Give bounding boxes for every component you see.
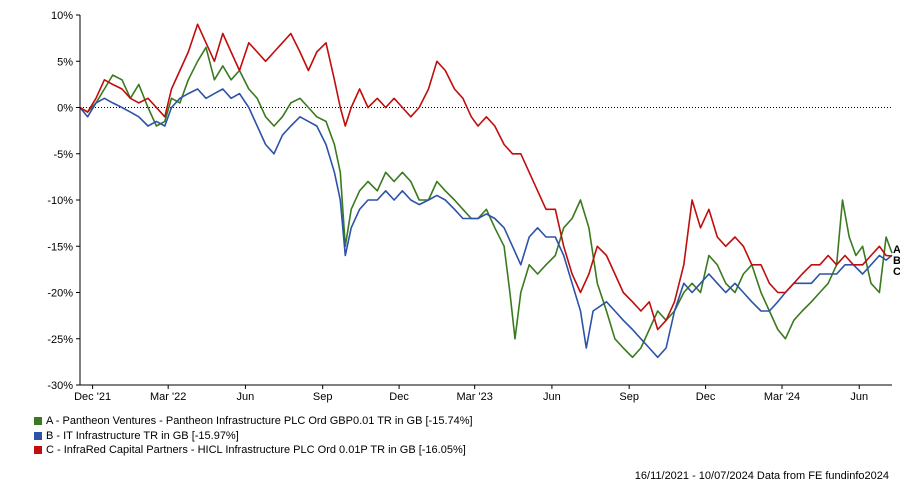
series-end-label-a: A xyxy=(893,244,900,256)
series-end-label-c: C xyxy=(893,266,900,278)
series-line-b xyxy=(79,88,893,359)
x-tick-label: Jun xyxy=(850,391,868,403)
series-layer xyxy=(79,23,893,359)
x-tick-label: Dec xyxy=(389,391,409,403)
legend-label-a: A - Pantheon Ventures - Pantheon Infrast… xyxy=(46,415,473,427)
legend-swatch-a xyxy=(34,417,42,426)
x-tick-label: Mar '22 xyxy=(150,391,186,403)
x-tick-label: Mar '23 xyxy=(456,391,492,403)
legend: A - Pantheon Ventures - Pantheon Infrast… xyxy=(34,414,473,458)
series-line-a xyxy=(79,46,893,359)
axis-layer: 10% 5% 0% -5% -10% -15% -20% -25% -30%Dec '21 Mar… xyxy=(47,10,900,403)
legend-swatch-b xyxy=(34,431,42,440)
y-tick-label: -10% xyxy=(47,195,73,207)
x-tick-label: Jun xyxy=(237,391,255,403)
series-end-label-b: B xyxy=(893,255,900,267)
legend-label-b: B - IT Infrastructure TR in GB [-15.97%] xyxy=(46,429,239,442)
legend-swatch-c xyxy=(34,446,42,455)
legend-label-c: C - InfraRed Capital Partners - HICL Inf… xyxy=(46,444,466,456)
y-tick-label: 10% xyxy=(51,10,73,22)
legend-item-a: A - Pantheon Ventures - Pantheon Infrast… xyxy=(34,414,473,429)
y-tick-label: -25% xyxy=(47,334,73,346)
y-tick-label: -30% xyxy=(47,380,73,392)
x-tick-label: Mar '24 xyxy=(764,391,800,403)
line-chart: 10% 5% 0% -5% -10% -15% -20% -25% -30%Dec '21 Mar… xyxy=(47,10,900,403)
x-tick-label: Dec xyxy=(696,391,716,403)
y-tick-label: -20% xyxy=(47,288,73,300)
x-tick-label: Sep xyxy=(313,391,333,403)
legend-item-c: C - InfraRed Capital Partners - HICL Inf… xyxy=(34,443,473,458)
legend-item-b: B - IT Infrastructure TR in GB [-15.97%] xyxy=(34,429,473,444)
y-tick-label: 5% xyxy=(57,56,73,68)
x-tick-label: Jun xyxy=(543,391,561,403)
x-tick-label: Sep xyxy=(619,391,639,403)
x-tick-label: Dec '21 xyxy=(74,391,111,403)
y-tick-label: -15% xyxy=(47,241,73,253)
y-tick-label: 0% xyxy=(57,103,73,115)
footer-source: 16/11/2021 - 10/07/2024 Data from FE fun… xyxy=(634,470,889,482)
y-tick-label: -5% xyxy=(53,149,73,161)
series-line-c xyxy=(79,23,893,331)
